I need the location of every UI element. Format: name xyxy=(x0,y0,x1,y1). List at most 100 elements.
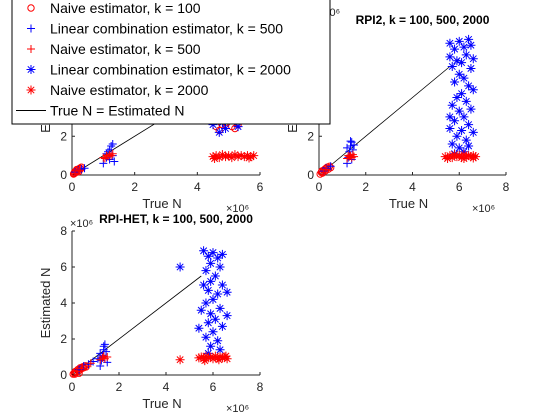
legend-label: Naive estimator, k = 2000 xyxy=(50,82,209,98)
data-point xyxy=(450,116,460,126)
data-point xyxy=(217,280,227,290)
data-point xyxy=(200,356,210,366)
data-point xyxy=(99,352,108,361)
data-point xyxy=(206,276,216,286)
x-tick-label: 4 xyxy=(194,180,201,194)
legend-label: True N = Estimated N xyxy=(50,103,184,119)
legend-label: Linear combination estimator, k = 500 xyxy=(50,21,283,37)
y-tick-label: 0 xyxy=(307,168,314,182)
data-point xyxy=(206,341,216,351)
series-5 xyxy=(440,150,481,164)
legend-label: Linear combination estimator, k = 2000 xyxy=(50,62,291,78)
data-point xyxy=(214,127,224,137)
data-point xyxy=(217,249,227,259)
data-point xyxy=(249,151,259,161)
data-point xyxy=(239,152,249,162)
data-point xyxy=(108,149,117,158)
data-point xyxy=(464,34,474,44)
data-point xyxy=(445,112,455,122)
data-point xyxy=(208,248,218,258)
y-tick-label: 2 xyxy=(60,129,67,143)
data-point xyxy=(350,140,359,149)
x-tick-label: 0 xyxy=(316,180,323,194)
data-point xyxy=(194,323,204,333)
data-point xyxy=(233,152,243,162)
data-point xyxy=(464,151,474,161)
data-point xyxy=(215,352,225,362)
data-point xyxy=(194,353,204,363)
data-point xyxy=(471,152,481,162)
data-point xyxy=(213,289,223,299)
data-point xyxy=(346,137,355,146)
x-tick-label: 0 xyxy=(69,380,76,394)
data-point xyxy=(75,166,84,175)
data-point xyxy=(175,355,185,365)
data-point xyxy=(215,262,225,272)
legend-marker xyxy=(27,45,35,53)
data-point xyxy=(213,253,223,263)
series-4 xyxy=(445,34,478,159)
reference-line xyxy=(318,66,451,176)
x-axis-exponent: ×10⁶ xyxy=(472,203,495,215)
series-4 xyxy=(175,246,232,358)
chart-panel-3: 0 2 4 6 8 0 2 4 6 8 True N Estimated N ×10⁶ ×10⁶ RPI-H… xyxy=(38,212,264,415)
data-point xyxy=(445,38,455,48)
data-point xyxy=(222,287,232,297)
data-point xyxy=(454,106,464,116)
legend-entry: Naive estimator, k = 500 xyxy=(27,41,201,57)
data-point xyxy=(452,131,462,141)
data-point xyxy=(77,364,86,373)
data-point xyxy=(233,122,243,132)
data-point xyxy=(208,294,218,304)
x-tick-label: 6 xyxy=(210,380,217,394)
data-point xyxy=(211,151,221,161)
data-point xyxy=(454,69,464,79)
data-point xyxy=(201,298,211,308)
data-point xyxy=(210,154,220,164)
data-point xyxy=(452,56,462,66)
chart-title: RPI2, k = 100, 500, 2000 xyxy=(356,13,490,27)
data-point xyxy=(107,151,116,160)
data-point xyxy=(201,266,211,276)
data-point xyxy=(452,152,462,162)
data-point xyxy=(203,318,213,328)
series-3 xyxy=(319,150,359,177)
data-point xyxy=(466,63,476,73)
data-point xyxy=(208,327,218,337)
data-point xyxy=(99,342,108,351)
data-point xyxy=(206,258,216,268)
x-axis-label: True N xyxy=(389,196,428,211)
data-point xyxy=(215,303,225,313)
data-point xyxy=(107,141,116,150)
data-point xyxy=(201,332,211,342)
y-tick-label: 2 xyxy=(307,129,314,143)
y-tick-label: 0 xyxy=(60,168,67,182)
data-point xyxy=(454,36,464,46)
x-tick-label: 2 xyxy=(116,380,123,394)
data-point xyxy=(210,314,220,324)
series-5 xyxy=(208,150,259,164)
data-point xyxy=(459,112,469,122)
legend-box xyxy=(11,0,331,125)
data-point xyxy=(464,81,474,91)
data-point xyxy=(110,157,119,166)
x-axis-label: True N xyxy=(142,396,181,411)
data-point xyxy=(222,354,232,364)
data-point xyxy=(450,77,460,87)
data-point xyxy=(344,151,353,160)
data-point xyxy=(459,42,469,52)
data-point xyxy=(214,355,224,365)
y-axis-label: Estimated N xyxy=(38,268,53,339)
data-point xyxy=(464,141,474,151)
data-point xyxy=(230,150,240,160)
legend-entry: Naive estimator, k = 2000 xyxy=(26,82,209,98)
data-point xyxy=(100,340,109,349)
x-axis-label: True N xyxy=(142,196,181,211)
y-tick-label: 0 xyxy=(60,368,67,382)
data-point xyxy=(461,50,471,60)
x-tick-label: 8 xyxy=(503,180,510,194)
data-point xyxy=(348,150,357,159)
legend-label: Naive estimator, k = 500 xyxy=(50,41,201,57)
data-point xyxy=(108,140,117,148)
